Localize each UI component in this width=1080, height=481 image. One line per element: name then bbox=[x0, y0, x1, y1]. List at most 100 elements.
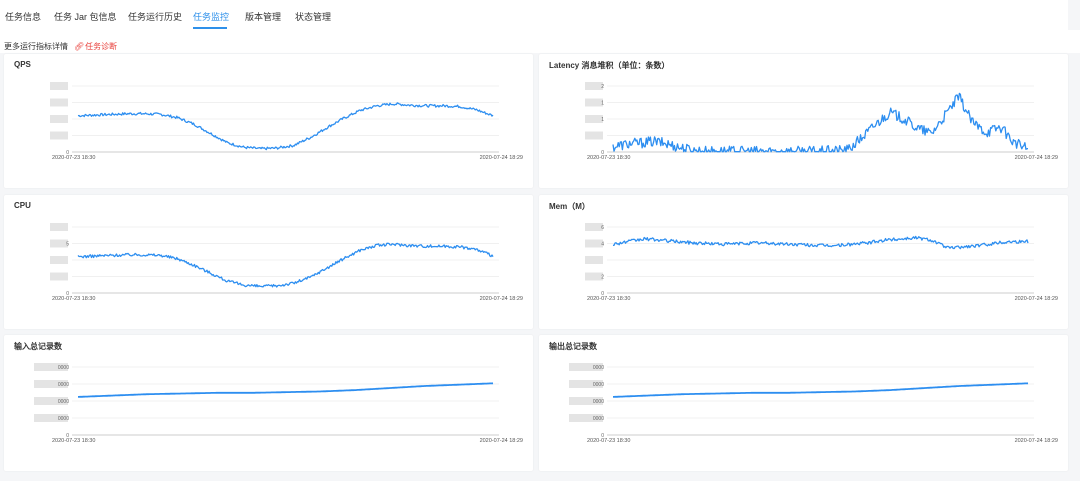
series-line bbox=[78, 382, 494, 398]
series-line bbox=[77, 242, 494, 288]
redacted-tick-label bbox=[50, 98, 68, 107]
series-line bbox=[77, 102, 494, 151]
redacted-tick-label bbox=[585, 223, 603, 231]
x-start-label: 2020-07-23 18:30 bbox=[587, 296, 630, 302]
redacted-tick-label bbox=[50, 380, 68, 388]
series-line bbox=[612, 92, 1028, 153]
y-tick-label: 0000 bbox=[58, 382, 69, 388]
tab-state-management[interactable]: 状态管理 bbox=[295, 12, 332, 22]
y-tick-label: 0 bbox=[601, 150, 604, 156]
tab-run-history[interactable]: 任务运行历史 bbox=[128, 12, 183, 22]
tab-version-management[interactable]: 版本管理 bbox=[245, 12, 282, 22]
x-end-label: 2020-07-24 18:29 bbox=[1015, 155, 1058, 161]
redacted-tick-label bbox=[34, 380, 50, 388]
x-end-label: 2020-07-24 18:29 bbox=[480, 155, 523, 161]
x-start-label: 2020-07-23 18:30 bbox=[52, 296, 95, 302]
mem-panel: Mem（M） 0 2 4 6 2020-07-23 18:30 2020-07-24 18… bbox=[539, 195, 1068, 329]
y-tick-label: 0000 bbox=[58, 399, 69, 405]
output-records-panel-title: 输出总记录数 bbox=[549, 342, 597, 351]
redacted-tick-label bbox=[585, 239, 603, 248]
tab-task-info[interactable]: 任务信息 bbox=[5, 12, 42, 22]
y-tick-label: 2 bbox=[601, 275, 604, 281]
active-tab-indicator bbox=[193, 27, 227, 29]
y-tick-label: 0000 bbox=[593, 416, 604, 422]
latency-chart: 0 1 1 2 2020-07-23 18:30 2020-07-24 18:29 bbox=[585, 82, 1058, 161]
y-tick-label: 1 bbox=[601, 117, 604, 123]
qps-panel-title: QPS bbox=[14, 60, 31, 69]
latency-panel: Latency 消息堆积（单位：条数） 0 1 1 2 2020-07-23 18:30… bbox=[539, 54, 1068, 188]
y-tick-label: 2 bbox=[601, 84, 604, 90]
x-start-label: 2020-07-23 18:30 bbox=[52, 155, 95, 161]
x-end-label: 2020-07-24 18:29 bbox=[480, 296, 523, 302]
y-tick-label: 0000 bbox=[593, 365, 604, 371]
redacted-tick-label bbox=[34, 363, 50, 371]
redacted-tick-label bbox=[50, 115, 68, 123]
series-line bbox=[613, 382, 1029, 398]
tab-jar-info[interactable]: 任务 Jar 包信息 bbox=[54, 12, 117, 22]
cpu-panel-title: CPU bbox=[14, 201, 31, 210]
y-tick-label: 0 bbox=[601, 291, 604, 297]
y-tick-label: 0000 bbox=[58, 365, 69, 371]
metrics-subbar: 更多运行指标详情 🔗︎任务诊断 bbox=[0, 30, 1080, 53]
cpu-panel: CPU 0 5 2020-07-23 18:30 2020-07-24 18:29 bbox=[4, 195, 533, 329]
output-records-panel: 输出总记录数 0 0000 0000 0000 0000 2020-07-23 18:30… bbox=[539, 335, 1068, 471]
redacted-tick-label bbox=[50, 131, 68, 140]
y-tick-label: 0 bbox=[66, 433, 69, 439]
redacted-tick-label bbox=[50, 397, 68, 405]
redacted-tick-label bbox=[585, 363, 603, 371]
redacted-tick-label bbox=[585, 414, 603, 422]
y-tick-label: 0000 bbox=[593, 382, 604, 388]
redacted-tick-label bbox=[50, 256, 68, 264]
y-tick-label: 0000 bbox=[593, 399, 604, 405]
tab-monitoring[interactable]: 任务监控 bbox=[193, 12, 230, 22]
redacted-tick-label bbox=[50, 239, 68, 248]
redacted-tick-label bbox=[34, 397, 50, 405]
redacted-tick-label bbox=[569, 397, 585, 405]
redacted-tick-label bbox=[585, 397, 603, 405]
redacted-tick-label bbox=[585, 98, 603, 107]
redacted-tick-label bbox=[50, 363, 68, 371]
diagnose-link-label: 任务诊断 bbox=[85, 42, 118, 51]
y-tick-label: 1 bbox=[601, 101, 604, 107]
redacted-tick-label bbox=[50, 272, 68, 281]
x-start-label: 2020-07-23 18:30 bbox=[587, 438, 630, 444]
link-icon: 🔗︎ bbox=[74, 42, 85, 51]
y-tick-label: 0 bbox=[601, 433, 604, 439]
redacted-tick-label bbox=[585, 82, 603, 90]
mem-panel-title: Mem（M） bbox=[549, 202, 590, 211]
latency-panel-title: Latency 消息堆积（单位：条数） bbox=[549, 61, 670, 70]
redacted-tick-label bbox=[50, 414, 68, 422]
x-end-label: 2020-07-24 18:29 bbox=[1015, 438, 1058, 444]
redacted-tick-label bbox=[569, 380, 585, 388]
diagnose-link[interactable]: 🔗︎任务诊断 bbox=[74, 41, 117, 52]
more-metrics-text: 更多运行指标详情 bbox=[4, 42, 68, 51]
series-line bbox=[612, 235, 1029, 250]
input-records-panel: 输入总记录数 0 0000 0000 0000 0000 2020-07-23 18:30… bbox=[4, 335, 533, 471]
qps-panel: QPS 0 2020-07-23 18:30 2020-07-24 18:29 bbox=[4, 54, 533, 188]
redacted-tick-label bbox=[34, 414, 50, 422]
x-start-label: 2020-07-23 18:30 bbox=[587, 155, 630, 161]
y-tick-label: 0 bbox=[66, 150, 69, 156]
x-end-label: 2020-07-24 18:29 bbox=[480, 438, 523, 444]
y-tick-label: 0 bbox=[66, 291, 69, 297]
tab-bar: 任务信息 任务 Jar 包信息 任务运行历史 任务监控 版本管理 状态管理 bbox=[0, 0, 1068, 31]
redacted-tick-label bbox=[569, 363, 585, 371]
mem-chart: 0 2 4 6 2020-07-23 18:30 2020-07-24 18:29 bbox=[585, 223, 1058, 302]
redacted-tick-label bbox=[585, 256, 603, 264]
redacted-tick-label bbox=[585, 380, 603, 388]
redacted-tick-label bbox=[50, 223, 68, 231]
input-records-panel-title: 输入总记录数 bbox=[14, 342, 62, 351]
y-tick-label: 6 bbox=[601, 225, 604, 231]
y-tick-label: 4 bbox=[601, 242, 604, 248]
redacted-tick-label bbox=[585, 131, 603, 140]
x-start-label: 2020-07-23 18:30 bbox=[52, 438, 95, 444]
cpu-chart: 0 5 2020-07-23 18:30 2020-07-24 18:29 bbox=[50, 223, 523, 302]
redacted-tick-label bbox=[585, 272, 603, 281]
x-end-label: 2020-07-24 18:29 bbox=[1015, 296, 1058, 302]
redacted-tick-label bbox=[569, 414, 585, 422]
y-tick-label: 5 bbox=[66, 242, 69, 248]
redacted-tick-label bbox=[50, 82, 68, 90]
